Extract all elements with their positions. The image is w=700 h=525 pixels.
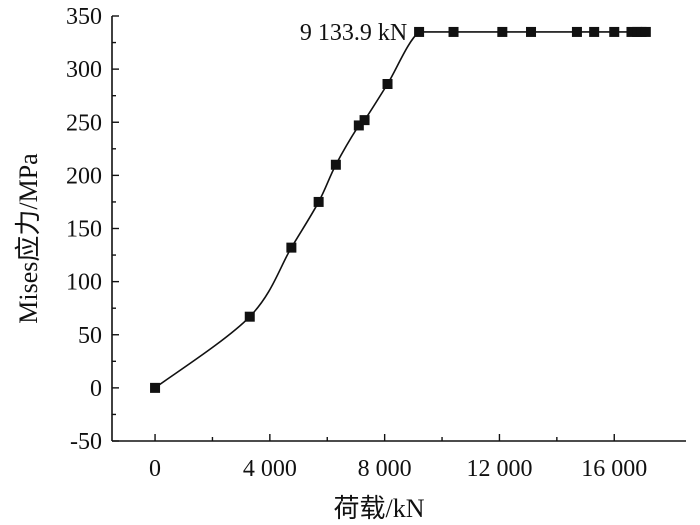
data-point-marker (640, 26, 651, 37)
y-axis-ticks: -50 0 50 100 150 200 250 300 350 (66, 4, 119, 455)
y-tick-label: 100 (66, 270, 102, 296)
y-tick-label: 150 (66, 217, 102, 243)
x-tick-label: 8 000 (358, 456, 412, 482)
data-point-marker (609, 26, 620, 37)
x-tick-label: 16 000 (581, 456, 647, 482)
y-tick-label: -50 (70, 429, 102, 455)
data-point-marker (353, 120, 364, 131)
y-tick-label: 350 (66, 4, 102, 30)
series-line (154, 31, 646, 389)
x-tick-label: 0 (149, 456, 161, 482)
x-axis-title: 荷载/kN (333, 494, 424, 523)
y-tick-label: 200 (66, 163, 102, 189)
data-point-marker (497, 26, 508, 37)
data-point-marker (313, 196, 324, 207)
data-point-marker (571, 26, 582, 37)
annotation-label: 9 133.9 kN (300, 20, 407, 46)
y-axis-title: Mises应力/MPa (14, 153, 43, 324)
data-point-marker (150, 382, 161, 393)
series-group (150, 26, 651, 393)
data-point-marker (626, 26, 637, 37)
data-point-marker (330, 159, 341, 170)
data-point-marker (382, 79, 393, 89)
data-point-marker (448, 26, 459, 37)
data-point-marker (286, 242, 297, 253)
data-point-marker (359, 115, 370, 126)
y-tick-label: 50 (78, 323, 102, 349)
y-tick-label: 0 (90, 376, 102, 402)
data-point-marker (414, 26, 425, 37)
x-tick-label: 12 000 (466, 456, 532, 482)
x-tick-label: 4 000 (243, 456, 297, 482)
x-axis-ticks: 0 4 000 8 000 12 000 16 000 (149, 434, 647, 482)
y-tick-label: 300 (66, 57, 102, 83)
data-point-marker (526, 26, 537, 37)
axes (111, 16, 686, 442)
data-point-marker (589, 26, 600, 37)
data-point-marker (244, 311, 255, 322)
y-tick-label: 250 (66, 110, 102, 136)
